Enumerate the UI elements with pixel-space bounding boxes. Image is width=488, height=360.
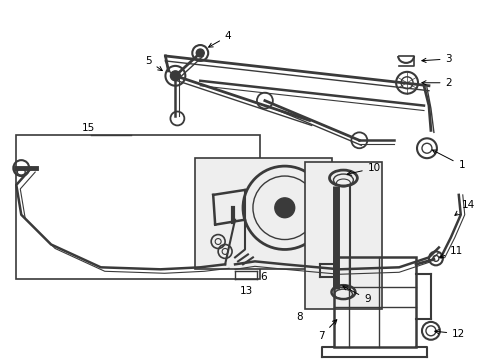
Circle shape — [196, 49, 204, 57]
Text: 7: 7 — [318, 320, 336, 341]
Text: 3: 3 — [421, 54, 451, 64]
Text: 12: 12 — [434, 329, 465, 339]
Text: 6: 6 — [260, 272, 266, 282]
Bar — [16, 135, 260, 279]
Text: 11: 11 — [439, 247, 463, 258]
Text: 5: 5 — [145, 56, 162, 71]
Circle shape — [274, 198, 294, 218]
Text: 1: 1 — [431, 150, 464, 170]
Text: 4: 4 — [208, 31, 231, 47]
Text: 14: 14 — [454, 200, 474, 215]
Circle shape — [170, 71, 180, 81]
Bar — [195, 158, 332, 269]
Text: 13: 13 — [239, 286, 252, 296]
Bar — [334, 257, 415, 347]
Text: 15: 15 — [82, 123, 95, 134]
Text: 10: 10 — [346, 163, 380, 175]
Text: 9: 9 — [342, 286, 370, 304]
Text: 2: 2 — [421, 78, 451, 88]
Text: 8: 8 — [296, 312, 303, 322]
Bar — [304, 162, 382, 309]
